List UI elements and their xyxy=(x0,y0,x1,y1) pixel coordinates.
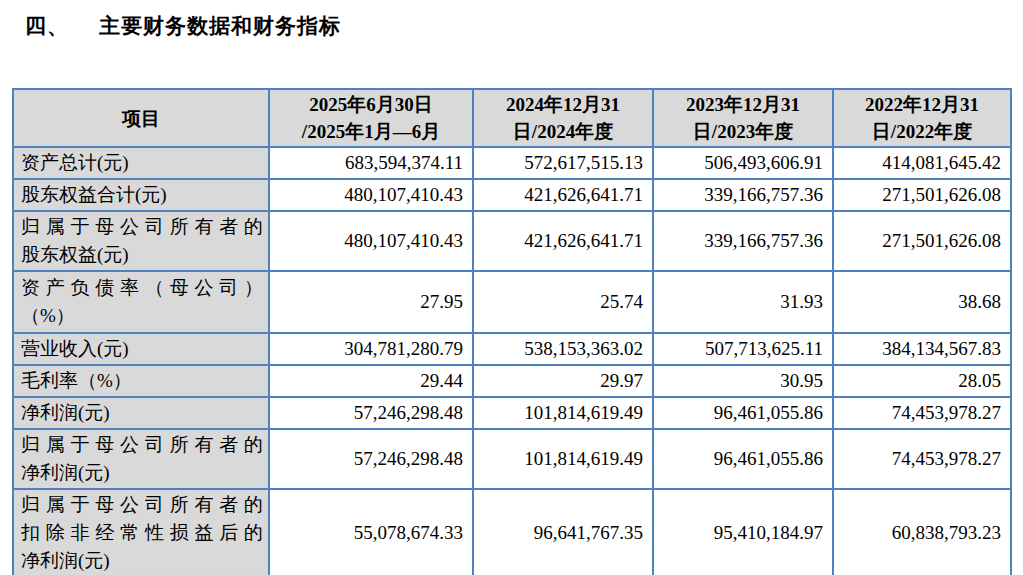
table-row: 资产负债率（母公司）（%）27.9525.7431.9338.68 xyxy=(13,271,1011,333)
row-label: 归属于母公司所有者的扣除非经常性损益后的净利润(元) xyxy=(13,489,269,575)
cell-value: 30.95 xyxy=(653,365,833,397)
cell-value: 74,453,978.27 xyxy=(833,397,1011,429)
cell-value: 271,501,626.08 xyxy=(833,211,1011,271)
table-header: 项目2025年6月30日 /2025年1月—6月2024年12月31 日/202… xyxy=(13,89,1011,147)
cell-value: 96,641,767.35 xyxy=(473,489,653,575)
header-row: 项目2025年6月30日 /2025年1月—6月2024年12月31 日/202… xyxy=(13,89,1011,147)
cell-value: 96,461,055.86 xyxy=(653,429,833,489)
cell-value: 507,713,625.11 xyxy=(653,333,833,365)
table-row: 归属于母公司所有者的扣除非经常性损益后的净利润(元)55,078,674.339… xyxy=(13,489,1011,575)
row-label: 毛利率（%） xyxy=(13,365,269,397)
cell-value: 506,493,606.91 xyxy=(653,147,833,179)
cell-value: 25.74 xyxy=(473,271,653,333)
cell-value: 572,617,515.13 xyxy=(473,147,653,179)
cell-value: 538,153,363.02 xyxy=(473,333,653,365)
cell-value: 421,626,641.71 xyxy=(473,179,653,211)
row-label: 归属于母公司所有者的股东权益(元) xyxy=(13,211,269,271)
cell-value: 339,166,757.36 xyxy=(653,179,833,211)
column-header: 2023年12月31 日/2023年度 xyxy=(653,89,833,147)
cell-value: 384,134,567.83 xyxy=(833,333,1011,365)
cell-value: 480,107,410.43 xyxy=(269,179,473,211)
cell-value: 95,410,184.97 xyxy=(653,489,833,575)
cell-value: 29.97 xyxy=(473,365,653,397)
cell-value: 683,594,374.11 xyxy=(269,147,473,179)
cell-value: 29.44 xyxy=(269,365,473,397)
table-row: 营业收入(元)304,781,280.79538,153,363.02507,7… xyxy=(13,333,1011,365)
section-title-text: 主要财务数据和财务指标 xyxy=(99,14,341,38)
table-row: 股东权益合计(元)480,107,410.43421,626,641.71339… xyxy=(13,179,1011,211)
table-row: 资产总计(元)683,594,374.11572,617,515.13506,4… xyxy=(13,147,1011,179)
column-header: 2024年12月31 日/2024年度 xyxy=(473,89,653,147)
row-label: 归属于母公司所有者的净利润(元) xyxy=(13,429,269,489)
cell-value: 38.68 xyxy=(833,271,1011,333)
cell-value: 57,246,298.48 xyxy=(269,397,473,429)
column-header: 项目 xyxy=(13,89,269,147)
row-label: 资产总计(元) xyxy=(13,147,269,179)
cell-value: 55,078,674.33 xyxy=(269,489,473,575)
row-label: 营业收入(元) xyxy=(13,333,269,365)
financial-indicators-table: 项目2025年6月30日 /2025年1月—6月2024年12月31 日/202… xyxy=(12,88,1012,575)
cell-value: 480,107,410.43 xyxy=(269,211,473,271)
cell-value: 414,081,645.42 xyxy=(833,147,1011,179)
table-row: 净利润(元)57,246,298.48101,814,619.4996,461,… xyxy=(13,397,1011,429)
cell-value: 57,246,298.48 xyxy=(269,429,473,489)
section-title: 四、 主要财务数据和财务指标 xyxy=(25,12,341,40)
cell-value: 339,166,757.36 xyxy=(653,211,833,271)
cell-value: 60,838,793.23 xyxy=(833,489,1011,575)
section-number: 四、 xyxy=(25,14,69,38)
table-body: 资产总计(元)683,594,374.11572,617,515.13506,4… xyxy=(13,147,1011,575)
column-header: 2025年6月30日 /2025年1月—6月 xyxy=(269,89,473,147)
cell-value: 101,814,619.49 xyxy=(473,397,653,429)
cell-value: 27.95 xyxy=(269,271,473,333)
column-header: 2022年12月31 日/2022年度 xyxy=(833,89,1011,147)
cell-value: 31.93 xyxy=(653,271,833,333)
row-label: 净利润(元) xyxy=(13,397,269,429)
cell-value: 96,461,055.86 xyxy=(653,397,833,429)
cell-value: 304,781,280.79 xyxy=(269,333,473,365)
cell-value: 421,626,641.71 xyxy=(473,211,653,271)
cell-value: 101,814,619.49 xyxy=(473,429,653,489)
cell-value: 28.05 xyxy=(833,365,1011,397)
row-label: 资产负债率（母公司）（%） xyxy=(13,271,269,333)
table-row: 毛利率（%）29.4429.9730.9528.05 xyxy=(13,365,1011,397)
cell-value: 74,453,978.27 xyxy=(833,429,1011,489)
table-row: 归属于母公司所有者的净利润(元)57,246,298.48101,814,619… xyxy=(13,429,1011,489)
row-label: 股东权益合计(元) xyxy=(13,179,269,211)
cell-value: 271,501,626.08 xyxy=(833,179,1011,211)
table-row: 归属于母公司所有者的股东权益(元)480,107,410.43421,626,6… xyxy=(13,211,1011,271)
